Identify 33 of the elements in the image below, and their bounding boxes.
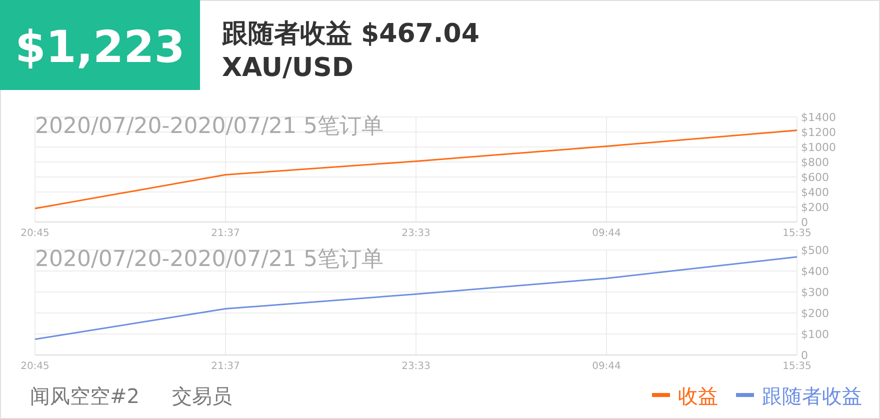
- chart-title: 2020/07/20-2020/07/21 5笔订单: [35, 247, 384, 272]
- y-tick-label: $400: [801, 186, 829, 199]
- y-tick-label: $1000: [801, 141, 836, 154]
- legend-label: 跟随者收益: [762, 384, 862, 408]
- text: XAU/USD: [222, 53, 354, 83]
- y-tick-label: $300: [801, 286, 829, 299]
- y-tick-label: $600: [801, 171, 829, 184]
- chart-title: 2020/07/20-2020/07/21 5笔订单: [35, 114, 384, 139]
- y-tick-label: $800: [801, 156, 829, 169]
- y-tick-label: $200: [801, 201, 829, 214]
- legend-label: 收益: [678, 384, 718, 408]
- y-tick-label: $100: [801, 328, 829, 341]
- x-tick-label: 21:37: [211, 361, 240, 372]
- text: 闻风空空#2: [30, 384, 140, 408]
- x-tick-label: 09:44: [592, 228, 621, 239]
- y-tick-label: 0: [801, 216, 808, 229]
- y-tick-label: 0: [801, 349, 808, 362]
- x-tick-label: 21:37: [211, 228, 240, 239]
- x-tick-label: 23:33: [402, 361, 430, 372]
- x-tick-label: 20:45: [20, 361, 50, 372]
- y-tick-label: $1200: [801, 126, 836, 139]
- text: 交易员: [172, 384, 232, 408]
- y-tick-label: $200: [801, 307, 829, 320]
- x-tick-label: 15:35: [782, 361, 812, 372]
- x-tick-label: 09:44: [592, 361, 621, 372]
- text: $1,223: [15, 22, 185, 73]
- y-tick-label: $500: [801, 244, 829, 257]
- y-tick-label: $1400: [801, 111, 836, 124]
- x-tick-label: 20:45: [20, 228, 50, 239]
- x-tick-label: 15:35: [782, 228, 812, 239]
- y-tick-label: $400: [801, 265, 829, 278]
- text: 跟随者收益 $467.04: [221, 19, 480, 49]
- x-tick-label: 23:33: [402, 228, 430, 239]
